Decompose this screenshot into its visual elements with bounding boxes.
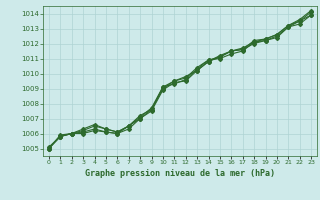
X-axis label: Graphe pression niveau de la mer (hPa): Graphe pression niveau de la mer (hPa) <box>85 169 275 178</box>
